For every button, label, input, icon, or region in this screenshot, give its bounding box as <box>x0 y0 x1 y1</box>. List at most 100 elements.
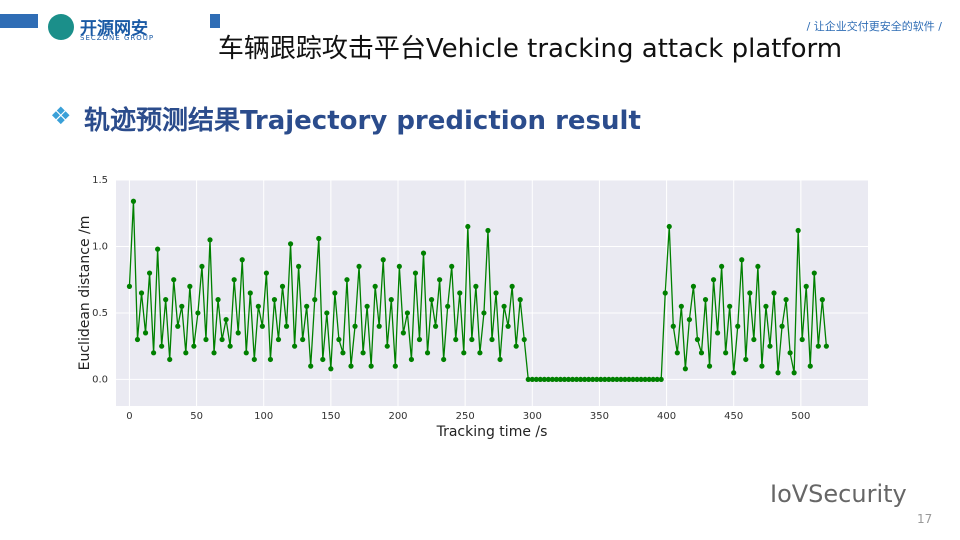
data-point <box>489 336 495 343</box>
data-point <box>702 297 709 303</box>
data-point <box>424 350 431 356</box>
data-point <box>235 330 241 336</box>
data-point <box>586 376 592 383</box>
x-axis-label: Tracking time /s <box>436 424 548 440</box>
data-point <box>574 376 580 383</box>
data-point <box>312 297 318 303</box>
data-point <box>670 323 676 329</box>
data-point <box>320 356 326 363</box>
data-point <box>247 290 253 296</box>
data-point <box>509 283 515 289</box>
data-point <box>565 376 572 383</box>
data-point <box>400 330 406 336</box>
data-point <box>259 323 265 329</box>
data-point <box>715 330 721 336</box>
data-point <box>775 370 781 376</box>
data-point <box>340 350 346 356</box>
x-tick-label: 50 <box>190 411 203 422</box>
data-point <box>412 270 419 276</box>
data-point <box>755 263 761 270</box>
data-point <box>368 363 374 369</box>
data-point <box>457 290 463 296</box>
y-tick-label: 0.5 <box>92 308 108 319</box>
data-point <box>811 270 817 276</box>
data-point <box>747 290 753 296</box>
data-point <box>666 223 672 230</box>
slogan: / 让企业交付更安全的软件 / <box>806 20 942 33</box>
data-point <box>807 363 813 369</box>
data-point <box>610 376 616 383</box>
y-axis-label: Euclidean distance /m <box>77 216 93 371</box>
data-point <box>630 376 636 383</box>
data-point <box>678 303 684 309</box>
data-point <box>654 376 660 383</box>
data-point <box>690 283 697 289</box>
data-point <box>219 336 225 343</box>
slide-title: 车辆跟踪攻击平台Vehicle tracking attack platform <box>217 34 843 64</box>
data-point <box>767 343 773 349</box>
data-point <box>296 263 302 270</box>
data-point <box>557 376 564 383</box>
data-point <box>324 310 330 316</box>
data-point <box>578 376 584 383</box>
data-point <box>759 363 765 369</box>
page-number: 17 <box>917 512 933 526</box>
data-point <box>255 303 261 309</box>
data-point <box>698 350 705 356</box>
data-point <box>203 336 209 343</box>
data-point <box>815 343 821 349</box>
data-point <box>602 376 608 383</box>
data-point <box>529 376 535 383</box>
data-point <box>719 263 725 270</box>
data-point <box>449 263 455 270</box>
chart: Tracking time /s Euclidean distance /m 0… <box>77 175 868 440</box>
data-point <box>146 270 153 276</box>
data-point <box>763 303 769 309</box>
data-point <box>771 290 777 296</box>
bullet: ❖ <box>50 102 72 130</box>
watermark: IoVSecurity <box>770 480 907 508</box>
data-point <box>263 270 269 276</box>
data-point <box>352 323 358 329</box>
data-point <box>344 277 350 283</box>
data-point <box>525 376 531 383</box>
data-point <box>682 366 688 372</box>
data-point <box>348 363 354 369</box>
data-point <box>227 343 233 349</box>
data-point <box>779 323 785 329</box>
data-point <box>485 227 491 234</box>
data-point <box>501 303 507 309</box>
data-point <box>658 376 664 383</box>
x-tick-label: 300 <box>523 411 542 422</box>
data-point <box>364 303 370 309</box>
data-point <box>287 241 294 247</box>
data-point <box>505 323 511 329</box>
data-point <box>606 376 612 383</box>
data-point <box>461 350 467 356</box>
data-point <box>243 350 249 356</box>
data-point <box>819 297 825 303</box>
data-point <box>642 376 648 383</box>
data-point <box>134 336 141 343</box>
x-tick-label: 350 <box>590 411 609 422</box>
data-point <box>130 198 137 204</box>
data-point <box>171 277 177 283</box>
data-point <box>163 297 169 303</box>
data-point <box>167 356 173 363</box>
data-point <box>191 343 197 349</box>
data-point <box>686 316 693 323</box>
data-point <box>694 336 701 343</box>
data-point <box>356 263 362 270</box>
data-point <box>751 336 757 343</box>
data-point <box>384 343 390 349</box>
data-point <box>433 323 439 329</box>
data-point <box>408 356 415 363</box>
y-tick-label: 0.0 <box>92 374 108 385</box>
data-point <box>727 303 733 309</box>
data-point <box>473 283 479 289</box>
data-line <box>128 201 828 381</box>
data-point <box>304 303 310 309</box>
data-point <box>569 376 576 383</box>
data-point <box>175 323 181 329</box>
